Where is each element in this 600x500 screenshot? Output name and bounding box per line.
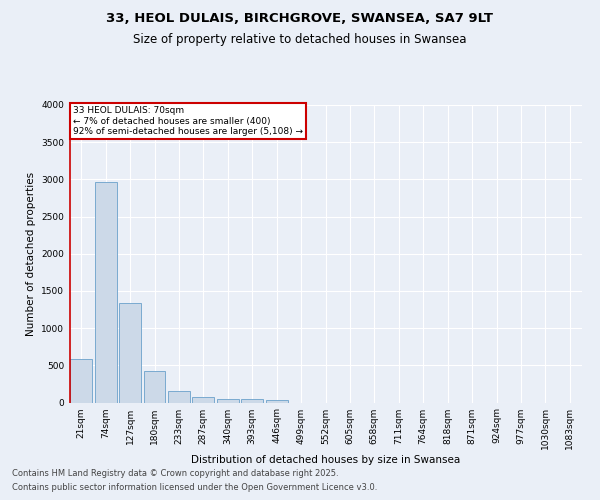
Bar [70, 360, 92, 403]
Bar [217, 399, 239, 402]
Bar [266, 400, 287, 402]
Text: Size of property relative to detached houses in Swansea: Size of property relative to detached ho… [133, 32, 467, 46]
Bar [241, 399, 263, 402]
X-axis label: Distribution of detached houses by size in Swansea: Distribution of detached houses by size … [191, 455, 460, 465]
Y-axis label: Number of detached properties: Number of detached properties [26, 172, 35, 336]
Bar [193, 396, 214, 402]
Text: 33, HEOL DULAIS, BIRCHGROVE, SWANSEA, SA7 9LT: 33, HEOL DULAIS, BIRCHGROVE, SWANSEA, SA… [107, 12, 493, 26]
Bar [168, 391, 190, 402]
Text: Contains HM Land Registry data © Crown copyright and database right 2025.: Contains HM Land Registry data © Crown c… [12, 468, 338, 477]
Bar [95, 182, 116, 402]
Bar [143, 370, 166, 402]
Text: Contains public sector information licensed under the Open Government Licence v3: Contains public sector information licen… [12, 484, 377, 492]
Text: 33 HEOL DULAIS: 70sqm
← 7% of detached houses are smaller (400)
92% of semi-deta: 33 HEOL DULAIS: 70sqm ← 7% of detached h… [73, 106, 302, 136]
Bar [119, 303, 141, 402]
